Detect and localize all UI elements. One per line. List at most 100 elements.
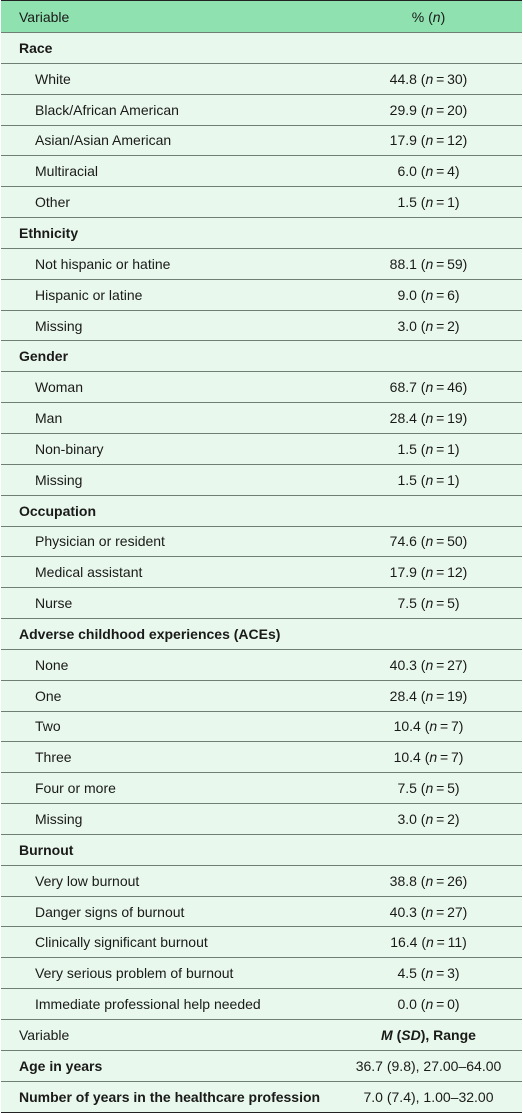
table-row: Clinically significant burnout 16.4 (n = … xyxy=(1,927,522,959)
table-row: Missing 1.5 (n = 1) xyxy=(1,464,522,496)
table-subheader: Variable M (SD), Range xyxy=(1,1020,522,1051)
row-label: Four or more xyxy=(35,780,116,797)
row-label: Medical assistant xyxy=(35,564,143,581)
section-title: Occupation xyxy=(19,502,97,519)
row-percent-n: 17.9 (n = 12) xyxy=(389,564,468,581)
row-percent-n: 29.9 (n = 20) xyxy=(389,101,468,118)
row-label: None xyxy=(35,656,69,673)
row-percent-n: 16.4 (n = 11) xyxy=(390,934,467,951)
section-row: Ethnicity xyxy=(1,218,522,249)
table-row: Missing 3.0 (n = 2) xyxy=(1,310,522,342)
row-percent-n: 1.5 (n = 1) xyxy=(397,440,460,457)
table-row: Asian/Asian American 17.9 (n = 12) xyxy=(1,125,522,157)
row-percent-n: 9.0 (n = 6) xyxy=(397,286,460,303)
table-row: Man 28.4 (n = 19) xyxy=(1,403,522,434)
row-label: Asian/Asian American xyxy=(35,132,172,149)
row-label: Not hispanic or hatine xyxy=(35,255,171,272)
row-label: Man xyxy=(35,410,63,427)
row-percent-n: 38.8 (n = 26) xyxy=(389,872,468,889)
section-title: Adverse childhood experiences (ACEs) xyxy=(19,625,281,642)
row-percent-n: 3.0 (n = 2) xyxy=(397,317,460,334)
table-row: Two 10.4 (n = 7) xyxy=(1,711,522,743)
table-row: Four or more 7.5 (n = 5) xyxy=(1,773,522,805)
row-percent-n: 6.0 (n = 4) xyxy=(397,163,460,180)
table-row: Other 1.5 (n = 1) xyxy=(1,187,522,219)
row-percent-n: 1.5 (n = 1) xyxy=(397,471,460,488)
stats-body: Age in years 36.7 (9.8), 27.00–64.00 Numbe… xyxy=(1,1050,522,1113)
row-percent-n: 68.7 (n = 46) xyxy=(389,379,468,396)
table-row: Hispanic or latine 9.0 (n = 6) xyxy=(1,279,522,311)
section-title: Burnout xyxy=(19,841,74,858)
row-label: Black/African American xyxy=(35,101,179,118)
row-percent-n: 28.4 (n = 19) xyxy=(389,410,468,427)
section-title: Race xyxy=(19,39,53,56)
row-percent-n: 0.0 (n = 0) xyxy=(397,996,460,1013)
row-percent-n: 3.0 (n = 2) xyxy=(397,811,460,828)
stat-value: 36.7 (9.8), 27.00–64.00 xyxy=(355,1057,502,1074)
row-percent-n: 7.5 (n = 5) xyxy=(397,780,460,797)
row-label: White xyxy=(35,70,71,87)
table-row: Physician or resident 74.6 (n = 50) xyxy=(1,526,522,558)
header-variable: Variable xyxy=(19,8,70,25)
row-percent-n: 74.6 (n = 50) xyxy=(389,533,468,550)
table-row: White 44.8 (n = 30) xyxy=(1,63,522,95)
section-row: Gender xyxy=(1,341,522,373)
table-row: Black/African American 29.9 (n = 20) xyxy=(1,94,522,126)
row-label: Physician or resident xyxy=(35,533,165,550)
table-row: One 28.4 (n = 19) xyxy=(1,680,522,712)
table-row: None 40.3 (n = 27) xyxy=(1,649,522,681)
row-label: Non-binary xyxy=(35,440,104,457)
row-label: Multiracial xyxy=(35,163,99,180)
stat-value: 7.0 (7.4), 1.00–32.00 xyxy=(363,1088,494,1105)
section-row: Occupation xyxy=(1,495,522,527)
row-percent-n: 4.5 (n = 3) xyxy=(397,965,460,982)
section-row: Adverse childhood experiences (ACEs) xyxy=(1,619,522,650)
table-header: Variable % (n) xyxy=(1,1,522,33)
table-row: Nurse 7.5 (n = 5) xyxy=(1,588,522,620)
row-percent-n: 44.8 (n = 30) xyxy=(389,70,468,87)
section-row: Burnout xyxy=(1,834,522,866)
row-label: Hispanic or latine xyxy=(35,286,143,303)
table-row: Multiracial 6.0 (n = 4) xyxy=(1,156,522,188)
row-label: Missing xyxy=(35,317,83,334)
row-label: Very low burnout xyxy=(35,872,140,889)
subheader-variable: Variable xyxy=(19,1026,70,1043)
table-row: Very low burnout 38.8 (n = 26) xyxy=(1,865,522,897)
row-label: Nurse xyxy=(35,595,73,612)
top-rule xyxy=(1,0,522,1)
section-title: Ethnicity xyxy=(19,224,79,241)
row-label: Clinically significant burnout xyxy=(35,934,208,951)
row-label: Missing xyxy=(35,471,83,488)
row-percent-n: 88.1 (n = 59) xyxy=(389,255,468,272)
subheader-mean-sd-range: M (SD), Range xyxy=(381,1026,476,1043)
row-label: Immediate professional help needed xyxy=(35,996,261,1013)
section-row: Race xyxy=(1,33,522,64)
stat-label: Age in years xyxy=(19,1057,103,1074)
row-percent-n: 17.9 (n = 12) xyxy=(389,132,468,149)
table-body: Race White 44.8 (n = 30) Black/African Amer… xyxy=(1,33,522,1020)
row-label: One xyxy=(35,687,62,704)
row-percent-n: 7.5 (n = 5) xyxy=(397,595,460,612)
row-label: Missing xyxy=(35,811,83,828)
row-label: Danger signs of burnout xyxy=(35,903,185,920)
row-percent-n: 10.4 (n = 7) xyxy=(393,749,464,766)
row-percent-n: 1.5 (n = 1) xyxy=(397,194,460,211)
table-row: Woman 68.7 (n = 46) xyxy=(1,372,522,404)
row-percent-n: 40.3 (n = 27) xyxy=(389,903,468,920)
table-row: Non-binary 1.5 (n = 1) xyxy=(1,433,522,465)
section-title: Gender xyxy=(19,348,69,365)
header-percent-n: % (n) xyxy=(411,8,446,25)
row-label: Very serious problem of burnout xyxy=(35,965,234,982)
stat-row: Number of years in the healthcare profes… xyxy=(1,1081,522,1113)
row-label: Other xyxy=(35,194,71,211)
table-row: Immediate professional help needed 0.0 (n… xyxy=(1,989,522,1020)
row-label: Three xyxy=(35,749,72,766)
table-row: Danger signs of burnout 40.3 (n = 27) xyxy=(1,896,522,928)
table-row: Not hispanic or hatine 88.1 (n = 59) xyxy=(1,248,522,280)
row-label: Woman xyxy=(35,379,83,396)
table-row: Medical assistant 17.9 (n = 12) xyxy=(1,557,522,589)
stat-label: Number of years in the healthcare profes… xyxy=(19,1088,321,1105)
table-row: Three 10.4 (n = 7) xyxy=(1,742,522,774)
stat-row: Age in years 36.7 (9.8), 27.00–64.00 xyxy=(1,1050,522,1082)
